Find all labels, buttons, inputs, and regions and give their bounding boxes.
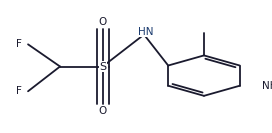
Text: F: F (16, 86, 21, 96)
Text: NH₂: NH₂ (262, 81, 272, 91)
Text: O: O (98, 107, 107, 117)
Text: O: O (98, 16, 107, 26)
Text: F: F (16, 39, 21, 49)
Text: HN: HN (138, 27, 153, 37)
Text: S: S (99, 61, 106, 72)
